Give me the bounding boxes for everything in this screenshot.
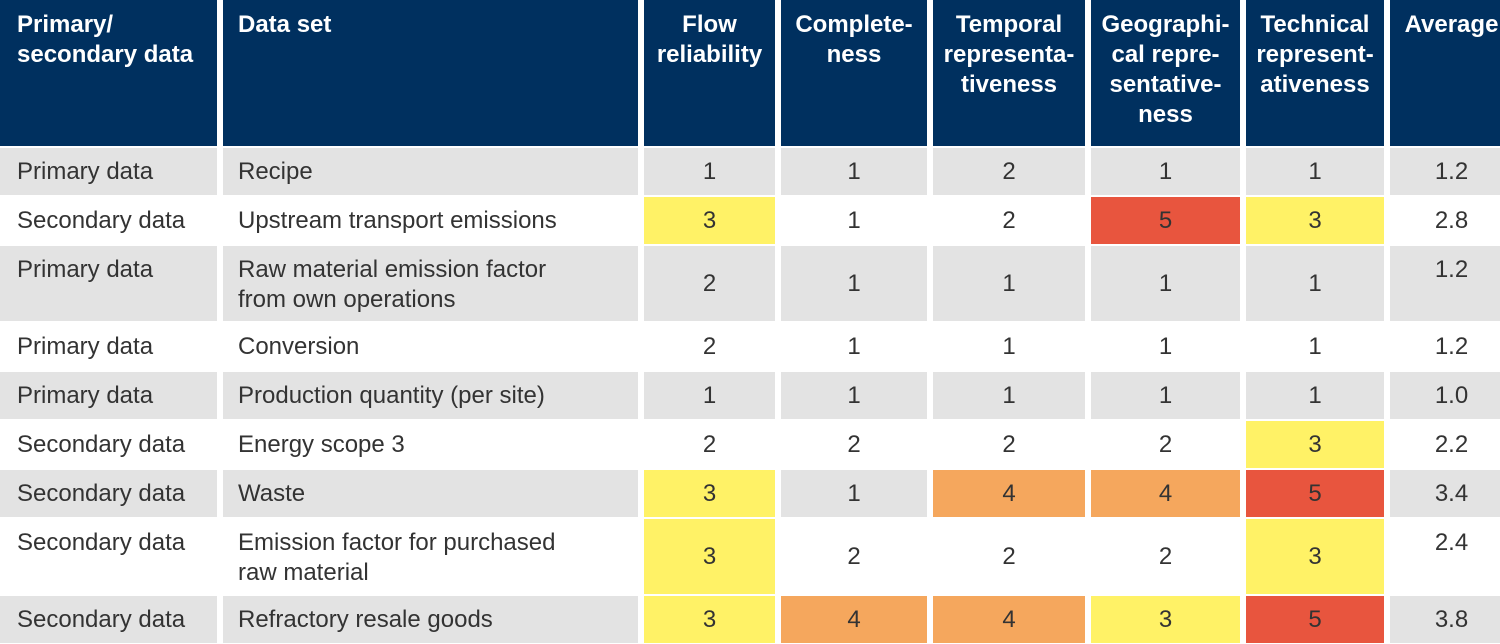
cell-data-type: Primary data (0, 372, 217, 419)
cell-data-set: Refractory resale goods (223, 596, 638, 643)
cell-technical: 1 (1246, 323, 1384, 370)
cell-data-type: Secondary data (0, 197, 217, 244)
cell-data-set: Conversion (223, 323, 638, 370)
cell-completeness: 2 (781, 421, 927, 468)
cell-data-type: Secondary data (0, 421, 217, 468)
cell-flow-reliability: 1 (644, 372, 775, 419)
cell-geographical: 1 (1091, 148, 1240, 195)
header-technical: Technical represent-ativeness (1246, 0, 1384, 146)
cell-flow-reliability: 2 (644, 323, 775, 370)
cell-average: 1.0 (1390, 372, 1500, 419)
cell-temporal: 2 (933, 421, 1085, 468)
cell-completeness: 2 (781, 519, 927, 594)
cell-temporal: 2 (933, 197, 1085, 244)
cell-completeness: 1 (781, 470, 927, 517)
cell-average: 1.2 (1390, 323, 1500, 370)
header-average: Average (1390, 0, 1500, 146)
cell-geographical: 5 (1091, 197, 1240, 244)
cell-geographical: 1 (1091, 372, 1240, 419)
cell-completeness: 4 (781, 596, 927, 643)
cell-data-type: Primary data (0, 323, 217, 370)
cell-flow-reliability: 2 (644, 421, 775, 468)
cell-data-type: Primary data (0, 148, 217, 195)
cell-flow-reliability: 3 (644, 596, 775, 643)
cell-average: 2.8 (1390, 197, 1500, 244)
cell-temporal: 4 (933, 596, 1085, 643)
cell-average: 1.2 (1390, 148, 1500, 195)
cell-flow-reliability: 3 (644, 519, 775, 594)
cell-temporal: 1 (933, 323, 1085, 370)
cell-flow-reliability: 3 (644, 470, 775, 517)
cell-completeness: 1 (781, 323, 927, 370)
cell-data-type: Primary data (0, 246, 217, 321)
cell-flow-reliability: 1 (644, 148, 775, 195)
cell-geographical: 1 (1091, 323, 1240, 370)
cell-data-set: Recipe (223, 148, 638, 195)
cell-average: 1.2 (1390, 246, 1500, 321)
cell-average: 2.4 (1390, 519, 1500, 594)
cell-technical: 1 (1246, 148, 1384, 195)
cell-temporal: 1 (933, 372, 1085, 419)
cell-geographical: 2 (1091, 421, 1240, 468)
cell-average: 2.2 (1390, 421, 1500, 468)
cell-data-set: Waste (223, 470, 638, 517)
cell-average: 3.4 (1390, 470, 1500, 517)
cell-geographical: 3 (1091, 596, 1240, 643)
cell-technical: 5 (1246, 470, 1384, 517)
header-completeness: Complete-ness (781, 0, 927, 146)
cell-data-set: Energy scope 3 (223, 421, 638, 468)
header-data-type: Primary/secondary data (0, 0, 217, 146)
cell-technical: 3 (1246, 519, 1384, 594)
header-data-set: Data set (223, 0, 638, 146)
cell-data-set: Upstream transport emissions (223, 197, 638, 244)
cell-data-set: Emission factor for purchased raw materia… (223, 519, 638, 594)
cell-temporal: 2 (933, 148, 1085, 195)
cell-completeness: 1 (781, 246, 927, 321)
cell-data-type: Secondary data (0, 519, 217, 594)
cell-data-type: Secondary data (0, 596, 217, 643)
cell-temporal: 2 (933, 519, 1085, 594)
cell-technical: 3 (1246, 197, 1384, 244)
cell-technical: 5 (1246, 596, 1384, 643)
header-temporal: Temporal representa-tiveness (933, 0, 1085, 146)
cell-geographical: 1 (1091, 246, 1240, 321)
cell-geographical: 4 (1091, 470, 1240, 517)
cell-completeness: 1 (781, 148, 927, 195)
cell-technical: 1 (1246, 246, 1384, 321)
header-flow-reliability: Flow reliability (644, 0, 775, 146)
cell-data-type: Secondary data (0, 470, 217, 517)
cell-data-set: Production quantity (per site) (223, 372, 638, 419)
cell-average: 3.8 (1390, 596, 1500, 643)
cell-temporal: 4 (933, 470, 1085, 517)
cell-flow-reliability: 3 (644, 197, 775, 244)
cell-completeness: 1 (781, 197, 927, 244)
header-geographical: Geographi-cal repre-sentative-ness (1091, 0, 1240, 146)
cell-geographical: 2 (1091, 519, 1240, 594)
cell-technical: 3 (1246, 421, 1384, 468)
cell-data-set: Raw material emission factor from own ope… (223, 246, 638, 321)
cell-flow-reliability: 2 (644, 246, 775, 321)
cell-temporal: 1 (933, 246, 1085, 321)
cell-technical: 1 (1246, 372, 1384, 419)
cell-completeness: 1 (781, 372, 927, 419)
